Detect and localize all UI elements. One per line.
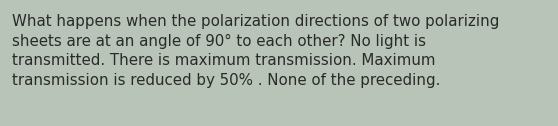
Text: What happens when the polarization directions of two polarizing
sheets are at an: What happens when the polarization direc…: [12, 14, 499, 88]
